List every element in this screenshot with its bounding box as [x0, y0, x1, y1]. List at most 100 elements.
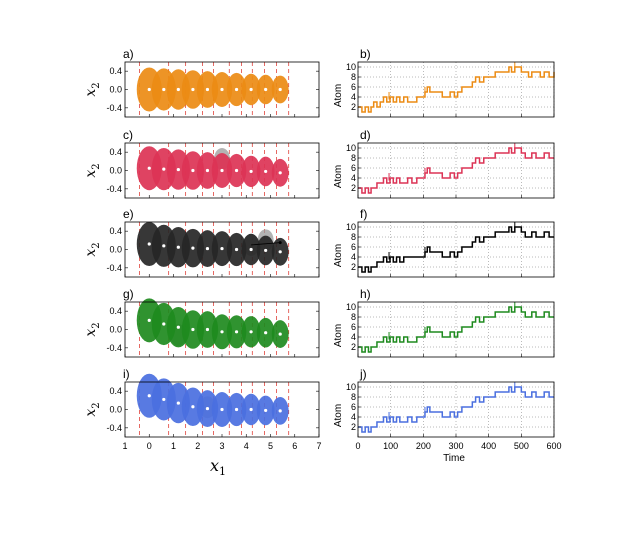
trajectory-point: [191, 246, 195, 250]
trajectory-point: [147, 166, 151, 170]
panel-label: g): [123, 287, 134, 301]
ytick-label: 6: [351, 242, 356, 252]
y-axis-label: Atom: [333, 84, 344, 107]
ytick-label: 4: [351, 332, 356, 342]
panel-label: j): [359, 367, 367, 381]
trajectory-point: [176, 401, 180, 405]
ytick-label: 10: [346, 222, 356, 232]
panel-label: e): [123, 207, 134, 221]
trajectory-point: [176, 325, 180, 329]
y-axis-label: Atom: [333, 324, 344, 347]
trajectory-point: [176, 245, 180, 249]
y-axis-label: Atom: [333, 244, 344, 267]
ytick-label: -0.4: [106, 184, 122, 194]
trajectory-point: [147, 394, 151, 398]
trajectory-segment: [251, 242, 281, 246]
ytick-label: 2: [351, 422, 356, 432]
xtick-label: 0: [147, 441, 152, 451]
y-axis-label: Atom: [333, 165, 344, 188]
trajectory-point: [264, 87, 268, 92]
ytick-label: 0.0: [109, 85, 122, 95]
trajectory-point: [162, 322, 166, 326]
ytick-label: 2: [351, 183, 356, 193]
x-axis-label: x1: [210, 456, 226, 478]
xtick-label: 200: [416, 441, 431, 451]
xtick-label: 300: [448, 441, 463, 451]
trajectory-point: [147, 87, 151, 92]
left-panel-2: -0.4 0.0 0.4c) x2: [83, 128, 320, 199]
trajectory-point: [220, 168, 224, 173]
ytick-label: -0.4: [106, 423, 122, 433]
ytick-label: 0.4: [109, 147, 122, 157]
trajectory-point: [234, 247, 239, 252]
x-axis-label: Time: [443, 453, 465, 464]
panel-label: c): [123, 128, 133, 142]
trajectory-endpoint: [278, 241, 282, 245]
panel-label: d): [360, 128, 371, 142]
ytick-label: 0.4: [109, 66, 122, 76]
trajectory-point: [205, 168, 210, 173]
trajectory-point: [278, 332, 282, 336]
atom-step-series: [358, 66, 555, 113]
trajectory-point: [191, 168, 195, 173]
panel-label: b): [360, 47, 371, 61]
panel-label: h): [360, 287, 371, 301]
xtick-label: 6: [292, 441, 297, 451]
ytick-label: 8: [351, 392, 356, 402]
panel-label: a): [123, 47, 134, 61]
atom-step-series: [358, 386, 554, 433]
ytick-label: 10: [346, 382, 356, 392]
trajectory-point: [147, 242, 151, 246]
left-panel-4: -0.4 0.0 0.4g) x2: [83, 287, 320, 358]
left-panel-5: -0.4 0.0 0.4i) x2: [83, 367, 320, 438]
panel-label: f): [360, 207, 367, 221]
ytick-label: 4: [351, 92, 356, 102]
trajectory-point: [264, 331, 268, 335]
xtick-label: 4: [244, 441, 249, 451]
xtick-label: 2: [195, 441, 200, 451]
xtick-label: 7: [316, 441, 321, 451]
trajectory-point: [162, 87, 166, 92]
trajectory-point: [278, 171, 282, 175]
ytick-label: 0.0: [109, 405, 122, 415]
ytick-label: 6: [351, 402, 356, 412]
ytick-label: 8: [351, 232, 356, 242]
ytick-label: 6: [351, 322, 356, 332]
ytick-label: 10: [346, 62, 356, 72]
ytick-label: 6: [351, 163, 356, 173]
xtick-label: 0: [355, 441, 360, 451]
trajectory-point: [234, 330, 239, 334]
ytick-label: 8: [351, 153, 356, 163]
xtick-label: 1: [171, 441, 176, 451]
ytick-label: 2: [351, 102, 356, 112]
y-axis-label: x2: [83, 82, 102, 96]
ytick-label: 4: [351, 252, 356, 262]
trajectory-point: [191, 87, 195, 92]
trajectory-point: [162, 244, 166, 248]
ytick-label: -0.4: [106, 263, 122, 273]
xtick-label: 1: [122, 441, 127, 451]
trajectory-point: [205, 406, 210, 411]
trajectory-point: [162, 167, 166, 171]
ytick-label: 10: [346, 143, 356, 153]
atom-step-series: [358, 226, 554, 273]
ytick-label: 4: [351, 173, 356, 183]
ytick-label: 10: [346, 302, 356, 312]
trajectory-point: [278, 250, 282, 254]
ytick-label: 0.4: [109, 386, 122, 396]
ytick-label: -0.4: [106, 103, 122, 113]
atom-step-series: [358, 306, 554, 353]
ytick-label: 6: [351, 82, 356, 92]
ytick-label: 8: [351, 312, 356, 322]
trajectory-point: [249, 169, 253, 174]
panel-label: i): [123, 367, 130, 381]
trajectory-point: [278, 409, 282, 413]
ytick-label: -0.4: [106, 343, 122, 353]
xtick-label: 600: [546, 441, 561, 451]
ytick-label: 8: [351, 72, 356, 82]
xtick-label: 100: [383, 441, 398, 451]
ytick-label: 0.4: [109, 306, 122, 316]
